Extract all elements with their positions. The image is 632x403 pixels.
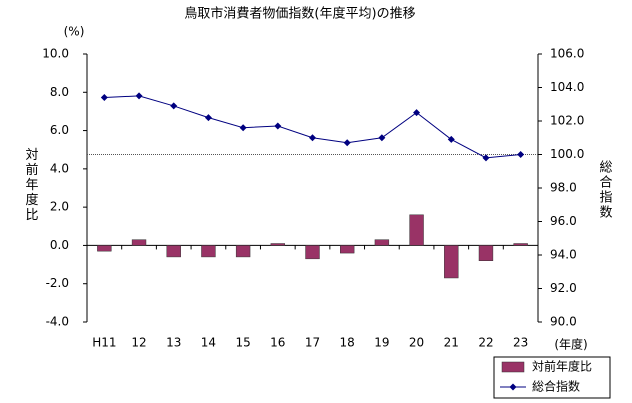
marker <box>482 154 490 162</box>
bar <box>444 245 459 279</box>
x-tick-label: 15 <box>235 336 250 350</box>
bar <box>340 245 355 254</box>
y2-axis-label: 総合指数 <box>597 160 613 220</box>
marker <box>343 139 351 147</box>
x-tick-label: 13 <box>166 336 181 350</box>
x-tick-label: 16 <box>270 336 285 350</box>
y2-tick-label: 96.0 <box>550 214 577 228</box>
marker <box>170 102 178 110</box>
bar <box>131 239 147 246</box>
legend-marker <box>509 383 517 391</box>
bar <box>305 245 320 260</box>
y-axis-label: 対前年度比 <box>23 148 39 223</box>
bar <box>513 243 528 246</box>
y-tick-label: -2.0 <box>46 276 69 290</box>
x-tick-label: 21 <box>444 336 459 350</box>
marker <box>447 135 455 143</box>
y2-tick-label: 92.0 <box>550 281 577 295</box>
x-tick-label: 19 <box>374 336 389 350</box>
bar <box>97 245 112 252</box>
marker <box>135 92 143 100</box>
bar <box>235 245 251 258</box>
y2-tick-label: 104.0 <box>550 80 584 94</box>
y-tick-label: 2.0 <box>50 200 69 214</box>
marker <box>274 122 282 130</box>
bar <box>374 239 390 246</box>
bar <box>409 214 424 246</box>
legend-label: 対前年度比 <box>532 359 592 374</box>
y-tick-label: -4.0 <box>46 315 69 329</box>
x-tick-label: 18 <box>340 336 355 350</box>
x-tick-label: 22 <box>478 336 493 350</box>
marker <box>413 109 421 117</box>
legend-swatch <box>501 361 525 373</box>
chart-title: 鳥取市消費者物価指数(年度平均)の推移 <box>184 6 415 22</box>
y2-tick-label: 100.0 <box>550 147 584 161</box>
y2-tick-label: 106.0 <box>550 47 584 61</box>
x-tick-label: 23 <box>513 336 528 350</box>
y-tick-label: 8.0 <box>50 85 69 99</box>
bar <box>478 245 494 261</box>
marker <box>309 134 316 142</box>
x-axis-label: (年度) <box>554 337 587 352</box>
y-unit-label: (%) <box>64 25 85 39</box>
bar <box>270 243 285 246</box>
x-tick-label: 14 <box>201 336 216 350</box>
x-tick-label: H11 <box>92 336 116 350</box>
y-tick-label: 4.0 <box>50 161 69 175</box>
x-tick-label: 17 <box>305 336 320 350</box>
x-tick-label: 20 <box>409 336 424 350</box>
marker <box>239 124 247 132</box>
y-tick-label: 6.0 <box>50 123 69 137</box>
y-tick-label: 0.0 <box>50 238 69 252</box>
bar <box>201 245 216 258</box>
y2-tick-label: 90.0 <box>550 315 577 329</box>
y2-tick-label: 102.0 <box>550 114 584 128</box>
y2-tick-label: 98.0 <box>550 181 577 195</box>
line <box>104 95 521 159</box>
y-tick-label: 10.0 <box>42 47 69 61</box>
x-tick-label: 12 <box>131 336 146 350</box>
marker <box>517 151 525 158</box>
marker <box>378 134 386 142</box>
y2-tick-label: 94.0 <box>550 248 577 262</box>
bar <box>166 245 181 258</box>
legend-label: 総合指数 <box>532 379 580 394</box>
marker <box>204 114 212 122</box>
marker <box>100 94 108 102</box>
